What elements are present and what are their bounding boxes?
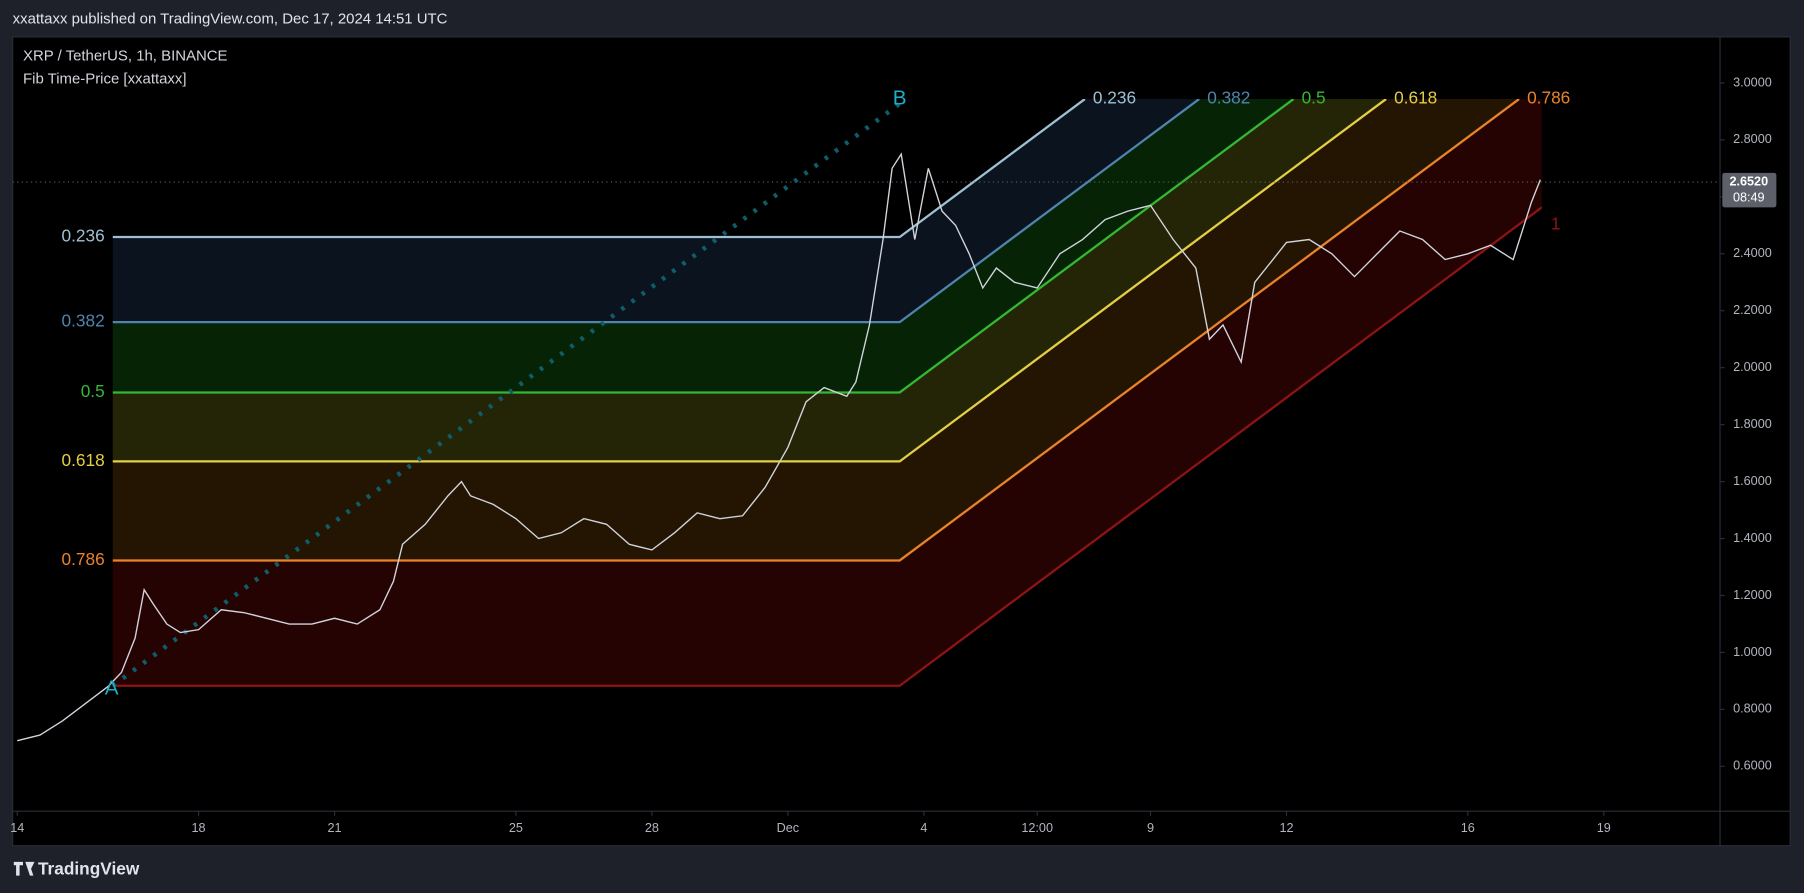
fib-line [112,99,1200,324]
y-tick-label: 0.6000 [1733,759,1772,773]
fib-label-right: 1 [1551,213,1561,233]
y-tick-label: 2.0000 [1733,360,1772,374]
price-line [17,152,1541,742]
chart-panel [12,36,1791,847]
labels: 3.00002.80002.60002.40002.20002.00001.80… [10,75,1777,835]
fib-band [112,99,1520,561]
fib-label-right: 0.618 [1394,88,1437,108]
fib-band [112,99,1294,393]
x-tick-label: 9 [1147,821,1154,835]
y-tick-label: 3.0000 [1733,75,1772,89]
plot [12,101,1721,742]
y-tick-label: 0.8000 [1733,702,1772,716]
x-tick-label: 28 [645,821,659,835]
y-tick-label: 1.8000 [1733,417,1772,431]
point-a: A [105,677,119,700]
fib-band [112,99,1200,323]
x-tick-label: Dec [777,821,799,835]
fib-band [112,99,1542,686]
point-b: B [893,87,907,110]
x-tick-label: 19 [1597,821,1611,835]
fib-tool [112,99,1542,687]
x-tick-label: 21 [328,821,342,835]
y-tick-label: 1.2000 [1733,588,1772,602]
y-tick-label: 1.4000 [1733,531,1772,545]
fib-line [112,99,1387,463]
fib-label-left: 0.786 [62,549,105,569]
fib-line [112,99,1086,239]
fib-line [112,206,1542,687]
x-tick-label: 4 [920,821,927,835]
header: xxattaxx published on TradingView.com, D… [13,11,448,28]
fib-line [112,99,1295,394]
y-tick-label: 1.6000 [1733,474,1772,488]
symbol-legend: XRP / TetherUS, 1h, BINANCE [23,47,228,64]
fib-label-right: 0.236 [1093,88,1136,108]
fib-line [112,99,1520,562]
y-tick-label: 1.0000 [1733,645,1772,659]
fib-label-left: 0.382 [62,311,105,331]
x-tick-label: 12 [1279,821,1293,835]
logo: TradingView [13,858,140,878]
fib-label-left: 0.236 [62,226,105,246]
y-tick-label: 2.8000 [1733,132,1772,146]
fib-band [112,99,1387,462]
fib-label-right: 0.382 [1207,88,1250,108]
fib-label-right: 0.786 [1527,88,1570,108]
x-tick-label: 16 [1461,821,1475,835]
price-badge-label: 2.6520 [1729,174,1768,188]
x-tick-label: 14 [10,821,24,835]
brand: TradingView [38,858,140,878]
y-tick-label: 2.2000 [1733,303,1772,317]
fib-label-right: 0.5 [1302,88,1326,108]
fib-label-left: 0.618 [62,450,105,470]
price-countdown: 08:49 [1733,190,1765,204]
x-tick-label: 12:00 [1021,821,1053,835]
fib-label-left: 0.5 [81,381,105,401]
x-tick-label: 25 [509,821,523,835]
x-tick-label: 18 [192,821,206,835]
price-badge [1722,172,1777,208]
indicator-legend: Fib Time-Price [xxattaxx] [23,70,187,87]
y-tick-label: 2.4000 [1733,246,1772,260]
